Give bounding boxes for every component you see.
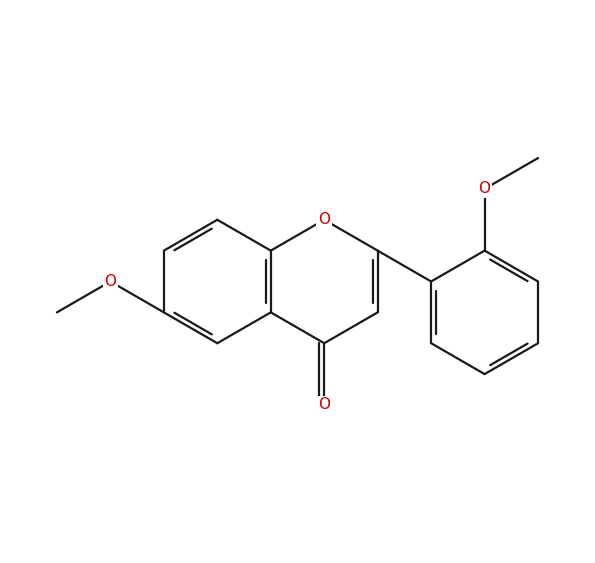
Text: O: O	[104, 274, 117, 289]
Text: O: O	[318, 397, 330, 413]
Text: O: O	[478, 181, 491, 196]
Text: O: O	[318, 212, 330, 227]
